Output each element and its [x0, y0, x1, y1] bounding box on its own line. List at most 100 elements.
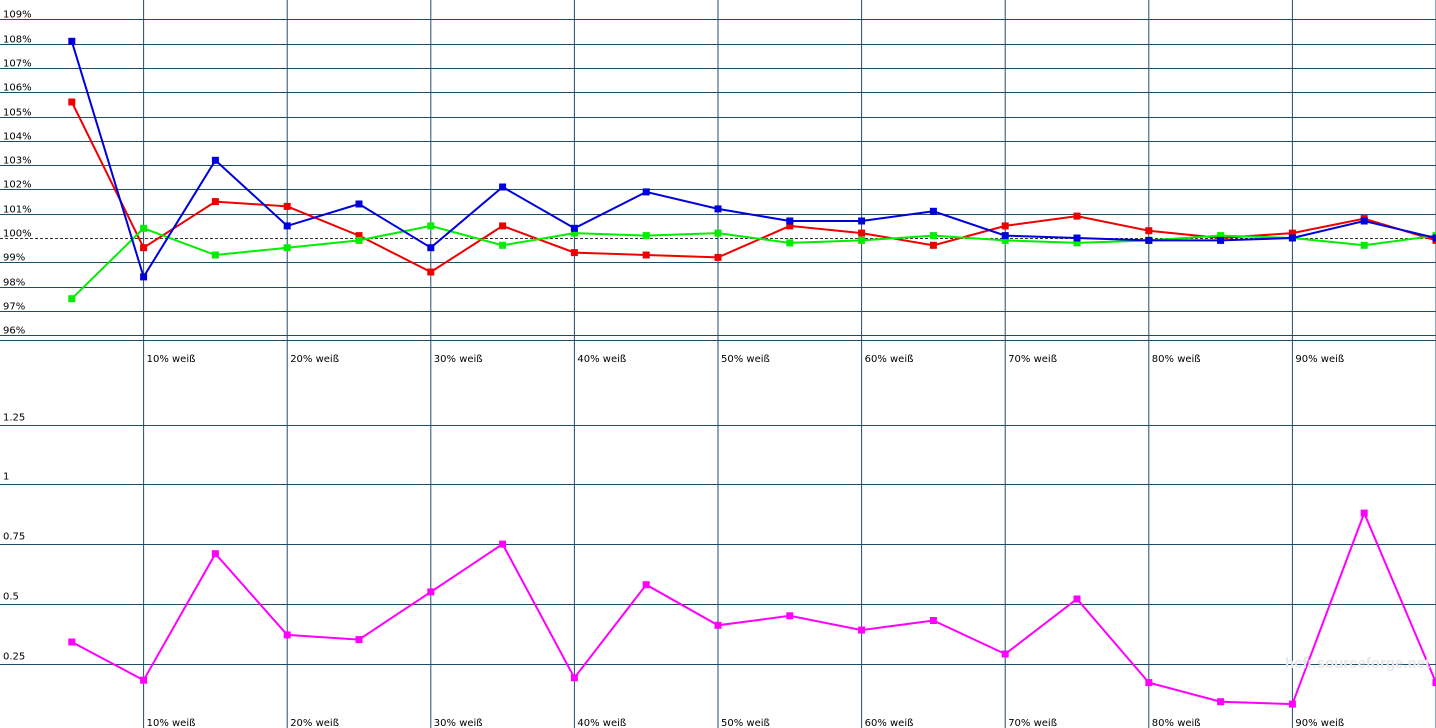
- y-tick-label: 102%: [3, 180, 32, 191]
- data-point-blue: [499, 183, 507, 191]
- data-point-blue: [1217, 236, 1225, 244]
- data-point-green: [283, 244, 291, 252]
- x-tick-label: 90% weiß: [1295, 354, 1344, 365]
- y-tick-label: 99%: [3, 253, 25, 264]
- data-point-magenta: [283, 631, 291, 639]
- series-line-green: [71, 224, 1436, 300]
- data-point-green: [1073, 239, 1081, 247]
- data-point-red: [570, 249, 578, 257]
- data-point-green: [929, 232, 937, 240]
- data-point-red: [68, 98, 76, 106]
- y-tick-label: 0.5: [3, 592, 19, 603]
- data-point-green: [68, 295, 76, 303]
- data-point-magenta: [1217, 698, 1225, 706]
- data-point-magenta: [570, 674, 578, 682]
- data-point-blue: [570, 224, 578, 232]
- data-point-blue: [1288, 234, 1296, 242]
- data-point-magenta: [355, 636, 363, 644]
- x-tick-label: 70% weiß: [1008, 354, 1057, 365]
- y-tick-label: 1: [3, 472, 9, 483]
- series-line-blue: [70, 41, 1436, 280]
- y-tick-label: 106%: [3, 83, 32, 94]
- data-point-green: [355, 236, 363, 244]
- data-point-magenta: [929, 617, 937, 624]
- y-tick-label: 107%: [3, 59, 32, 70]
- data-point-green: [642, 232, 650, 240]
- data-point-red: [858, 229, 866, 237]
- data-point-green: [211, 251, 219, 259]
- data-point-magenta: [211, 550, 219, 558]
- data-point-blue: [1001, 232, 1009, 240]
- y-tick-label: 101%: [3, 205, 32, 216]
- data-point-magenta: [68, 638, 76, 646]
- data-point-green: [140, 224, 148, 232]
- data-point-blue: [786, 217, 794, 225]
- data-point-magenta: [714, 621, 722, 629]
- data-point-red: [499, 222, 507, 230]
- series-line-red: [70, 101, 1436, 274]
- x-tick-label: 10% weiß: [147, 718, 196, 728]
- data-point-blue: [642, 188, 650, 196]
- x-tick-label: 90% weiß: [1295, 718, 1344, 728]
- data-point-blue: [140, 273, 148, 281]
- data-point-blue: [929, 207, 937, 215]
- data-point-magenta: [427, 588, 435, 596]
- data-point-blue: [427, 244, 435, 252]
- x-tick-label: 70% weiß: [1008, 718, 1057, 728]
- data-point-magenta: [499, 540, 507, 548]
- y-tick-label: 0.75: [3, 532, 25, 543]
- data-point-green: [1217, 232, 1225, 240]
- y-tick-label: 100%: [3, 229, 32, 240]
- x-tick-label: 20% weiß: [290, 354, 339, 365]
- data-point-magenta: [642, 581, 650, 589]
- y-tick-label: 108%: [3, 35, 32, 46]
- x-tick-label: 60% weiß: [865, 718, 914, 728]
- watermark: hcfr.sourceforge.net: [1285, 655, 1430, 672]
- bottom-chart-grid: [0, 425, 1436, 665]
- data-point-green: [714, 229, 722, 237]
- data-point-red: [1145, 227, 1153, 235]
- data-point-magenta: [1288, 700, 1296, 708]
- data-point-red: [1288, 229, 1296, 237]
- data-point-red: [1001, 222, 1009, 230]
- y-tick-label: 98%: [3, 278, 25, 289]
- data-point-blue: [211, 156, 219, 164]
- y-tick-label: 96%: [3, 326, 25, 337]
- data-point-green: [786, 239, 794, 247]
- data-point-blue: [1073, 234, 1081, 242]
- data-point-magenta: [858, 626, 866, 634]
- data-point-red: [1073, 212, 1081, 220]
- x-tick-label: 50% weiß: [721, 354, 770, 365]
- x-tick-label: 60% weiß: [865, 354, 914, 365]
- series-layer: [68, 37, 1436, 708]
- data-point-blue: [1360, 217, 1368, 225]
- data-point-green: [570, 229, 578, 237]
- data-point-red: [929, 241, 937, 249]
- data-point-red: [714, 253, 722, 261]
- data-point-blue: [283, 222, 291, 230]
- y-tick-label: 109%: [3, 10, 32, 21]
- data-point-magenta: [1001, 650, 1009, 658]
- data-point-magenta: [1432, 679, 1436, 687]
- x-tick-label: 50% weiß: [721, 718, 770, 728]
- axis-labels: 109% 108% 107% 106% 105% 104% 103% 102% 101% 100%…: [3, 10, 1344, 728]
- y-tick-label: 97%: [3, 302, 25, 313]
- x-tick-label: 30% weiß: [434, 354, 483, 365]
- data-point-magenta: [1073, 595, 1081, 603]
- data-point-magenta: [786, 612, 794, 620]
- x-tick-label: 80% weiß: [1152, 354, 1201, 365]
- data-point-blue: [858, 217, 866, 225]
- data-point-blue: [1432, 234, 1436, 242]
- x-tick-label: 40% weiß: [577, 718, 626, 728]
- data-point-red: [355, 232, 363, 240]
- x-tick-label: 20% weiß: [290, 718, 339, 728]
- data-point-green: [499, 241, 507, 249]
- data-point-green: [1360, 241, 1368, 249]
- x-tick-label: 40% weiß: [577, 354, 626, 365]
- data-point-green: [427, 222, 435, 230]
- x-tick-label: 30% weiß: [434, 718, 483, 728]
- y-tick-label: 1.25: [3, 413, 25, 424]
- data-point-magenta: [1145, 679, 1153, 687]
